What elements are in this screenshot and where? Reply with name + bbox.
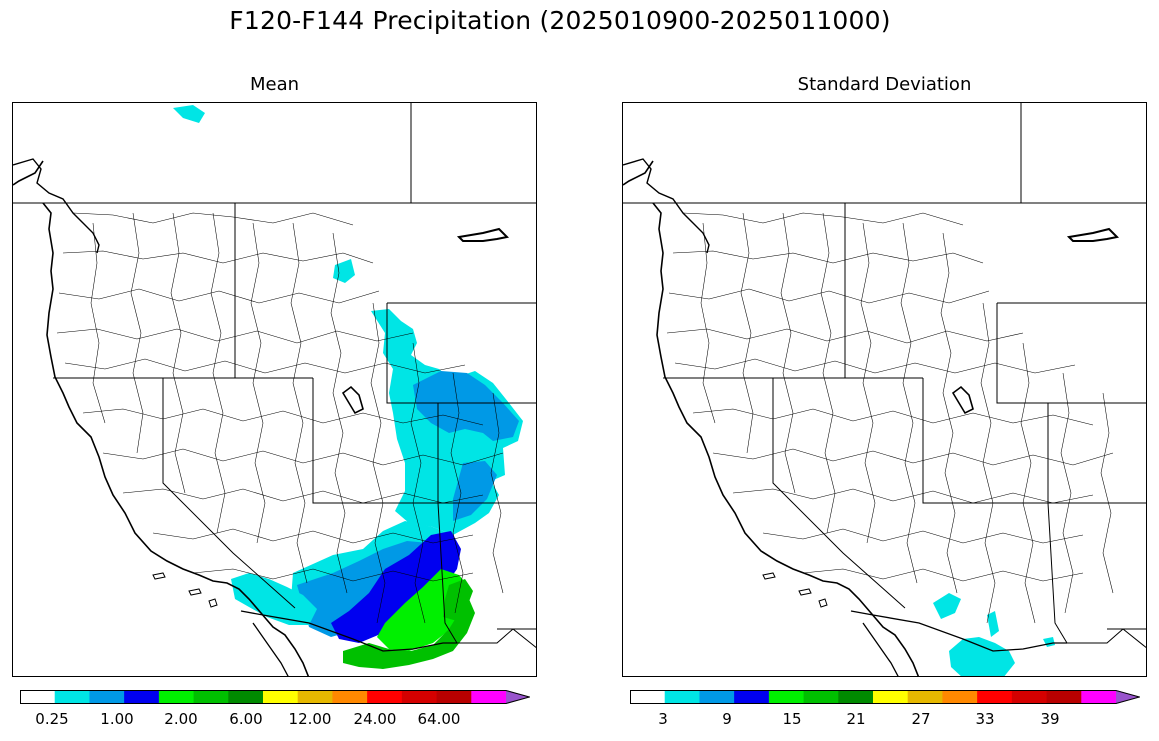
stdev-tick-label: 21 [846,710,866,728]
shade-blue-colorado [413,371,519,441]
mexico-border [240,610,457,652]
stdev-colorbar-swatch-5 [803,690,839,704]
mean-colorbar-swatch-10 [367,690,403,704]
stdev-shading-layer [933,593,1055,676]
figure-title: F120-F144 Precipitation (2025010900-2025… [229,6,891,35]
shade-cyan-arizona-stdev [949,637,1015,676]
mean-tick-label: 6.00 [229,710,263,728]
stdev-tick-label: 27 [911,710,931,728]
stdev-colorbar-swatch-6 [838,690,874,704]
stdev-colorbar-swatch-7 [873,690,909,704]
shade-green-nm [377,569,469,651]
mean-tick-label: 2.00 [164,710,198,728]
stdev-colorbar-extend-arrow [1116,690,1140,704]
mean-tick-label: 1.00 [100,710,134,728]
map-mean-svg [13,103,536,676]
shade-cyan-nm-small [1043,637,1055,647]
mean-colorbar-swatch-12 [436,690,472,704]
shade-cyan-arizona-strip [987,611,999,637]
stdev-colorbar-swatch-1 [664,690,700,704]
shade-dgreen-nm [343,599,475,669]
panel-title-mean: Mean [249,74,300,95]
map-mean[interactable] [12,102,537,677]
stdev-colorbar-swatch-0 [630,690,666,704]
shade-blue-colorado-south [453,461,497,521]
stdev-colorbar-swatch-11 [1011,690,1048,704]
stdev-tick-label: 9 [722,710,732,728]
map-stdev[interactable] [622,102,1147,677]
mean-colorbar-swatch-2 [89,690,125,704]
mean-colorbar-swatch-13 [471,690,507,704]
shade-cyan-arizona-small [933,593,961,619]
stdev-tick-label: 3 [658,710,668,728]
stdev-colorbar-swatch-4 [768,690,805,704]
map-stdev-svg [623,103,1146,676]
panel-title-stdev: Standard Deviation [797,74,972,95]
mean-colorbar-outline [20,690,532,704]
colorbar-stdev-svg [630,690,1142,704]
state-line-4 [312,378,438,504]
mean-colorbar-swatch-6 [228,690,264,704]
mean-colorbar-swatch-8 [297,690,333,704]
stdev-colorbar-swatch-3 [734,690,770,704]
precip-shading-layer [173,105,523,669]
lake-montana [456,227,510,242]
mean-tick-label: 0.25 [35,710,69,728]
great-salt-lake [341,385,364,415]
mean-colorbar-swatch-11 [401,690,438,704]
shade-cyan-montana [333,259,355,283]
mean-colorbar-swatch-9 [332,690,368,704]
stdev-colorbar-swatch-9 [942,690,978,704]
stdev-colorbar-swatch-2 [699,690,735,704]
colorbar-mean [20,689,532,704]
stdev-tick-label: 15 [782,710,802,728]
mean-colorbar-swatch-1 [54,690,90,704]
stdev-colorbar-swatch-10 [977,690,1013,704]
coastline-stdev [623,160,920,676]
stdev-colorbar-swatch-12 [1046,690,1082,704]
stdev-colorbar-swatch-8 [907,690,943,704]
mean-colorbar-swatch-7 [263,690,299,704]
mean-colorbar-swatch-4 [158,690,195,704]
basin-outlines-stdev [666,212,1114,624]
shade-dblue-nm [331,531,461,643]
political-borders-stdev [623,103,1146,676]
colorbar-mean-svg [20,690,532,704]
mean-tick-label: 12.00 [288,710,332,728]
mean-colorbar-swatch-0 [20,690,56,704]
shade-dgreen-east [443,579,473,621]
state-line-8 [437,502,536,644]
mean-colorbar-swatch-3 [124,690,160,704]
stdev-colorbar-swatch-13 [1081,690,1117,704]
mean-colorbar-swatch-5 [193,690,229,704]
mean-tick-label: 24.00 [353,710,397,728]
mean-colorbar-extend-arrow [506,690,530,704]
state-line-6 [386,303,536,404]
stdev-tick-label: 39 [1040,710,1060,728]
colorbar-stdev [630,689,1142,704]
political-borders [13,103,536,676]
stdev-tick-label: 33 [975,710,995,728]
stdev-colorbar-outline [630,690,1142,704]
mean-tick-label: 64.00 [417,710,461,728]
shade-cyan-socal [231,573,317,625]
basin-outlines [56,212,504,624]
state-line-3 [162,378,296,609]
shade-cyan-north [173,105,205,123]
